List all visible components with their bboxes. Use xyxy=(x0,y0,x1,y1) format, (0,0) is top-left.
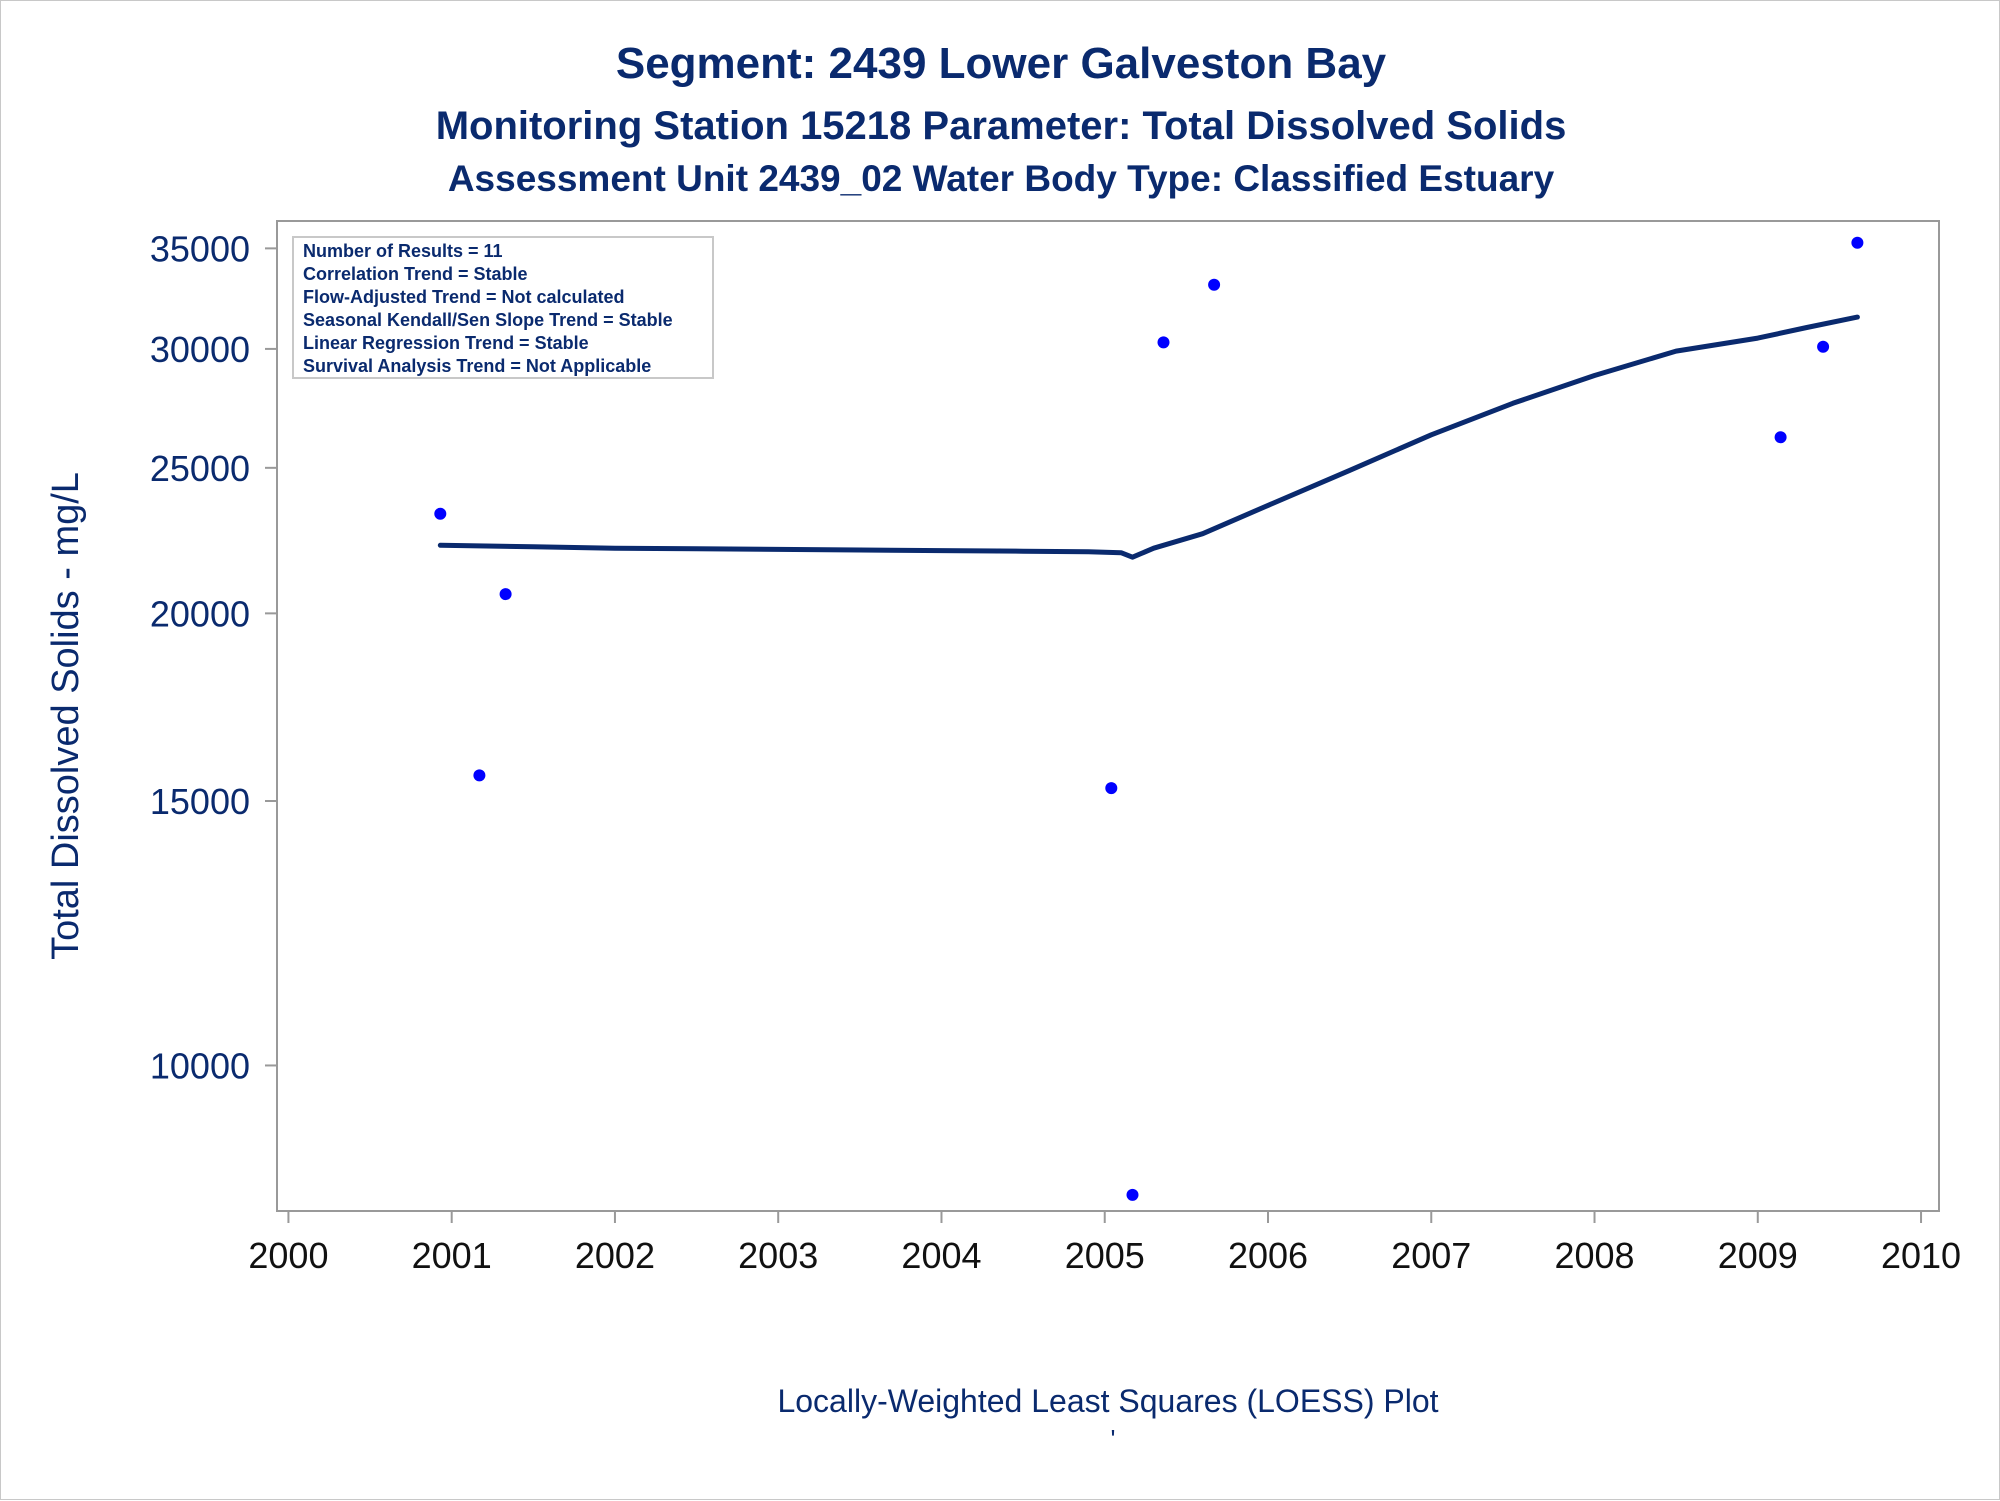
x-tick-label: 2003 xyxy=(738,1235,818,1276)
x-tick-label: 2006 xyxy=(1228,1235,1308,1276)
y-tick-label: 25000 xyxy=(150,448,250,489)
x-tick-label: 2001 xyxy=(412,1235,492,1276)
footnote-mark: ' xyxy=(1111,1424,1116,1454)
y-axis-label: Total Dissolved Solids - mg/L xyxy=(45,472,87,960)
chart-subtitle: Monitoring Station 15218 Parameter: Tota… xyxy=(436,104,1567,148)
y-tick-label: 35000 xyxy=(150,228,250,269)
plot-frame xyxy=(276,220,1940,1212)
x-tick-label: 2004 xyxy=(901,1235,981,1276)
y-tick-label: 15000 xyxy=(150,781,250,822)
stats-line: Number of Results = 11 xyxy=(303,241,503,261)
data-point xyxy=(1817,340,1830,353)
data-point xyxy=(473,769,486,782)
x-tick-label: 2008 xyxy=(1554,1235,1634,1276)
data-point xyxy=(1126,1188,1139,1201)
y-tick-label: 20000 xyxy=(150,593,250,634)
stats-line: Linear Regression Trend = Stable xyxy=(303,333,589,353)
x-tick-label: 2005 xyxy=(1065,1235,1145,1276)
data-point xyxy=(1208,278,1221,291)
chart-subtitle-2: Assessment Unit 2439_02 Water Body Type:… xyxy=(448,158,1555,199)
stats-line: Correlation Trend = Stable xyxy=(303,264,528,284)
data-point xyxy=(1851,236,1864,249)
data-point xyxy=(1157,336,1170,349)
x-tick-label: 2000 xyxy=(248,1235,328,1276)
stats-line: Survival Analysis Trend = Not Applicable xyxy=(303,356,651,376)
stats-line: Seasonal Kendall/Sen Slope Trend = Stabl… xyxy=(303,310,673,330)
data-point xyxy=(1774,431,1787,444)
x-axis: 2000 2001 2002 2003 2004 2005 2006 2007 2008 2009… xyxy=(248,1211,1961,1276)
x-axis-label: Locally-Weighted Least Squares (LOESS) P… xyxy=(777,1383,1438,1419)
x-tick-label: 2007 xyxy=(1391,1235,1471,1276)
stats-line: Flow-Adjusted Trend = Not calculated xyxy=(303,287,625,307)
y-tick-label: 10000 xyxy=(150,1045,250,1086)
stats-box-frame xyxy=(292,236,714,379)
y-axis: 10000 15000 20000 25000 30000 35000 xyxy=(150,228,277,1086)
x-tick-label: 2002 xyxy=(575,1235,655,1276)
data-point xyxy=(1105,782,1118,795)
data-point xyxy=(499,588,512,601)
x-tick-label: 2009 xyxy=(1718,1235,1798,1276)
loess-line xyxy=(437,314,1860,560)
x-tick-label: 2010 xyxy=(1881,1235,1961,1276)
y-tick-label: 30000 xyxy=(150,329,250,370)
stats-box: Number of Results = 11 Correlation Trend… xyxy=(292,236,714,379)
chart-title: Segment: 2439 Lower Galveston Bay xyxy=(616,39,1387,88)
data-point xyxy=(434,507,447,520)
